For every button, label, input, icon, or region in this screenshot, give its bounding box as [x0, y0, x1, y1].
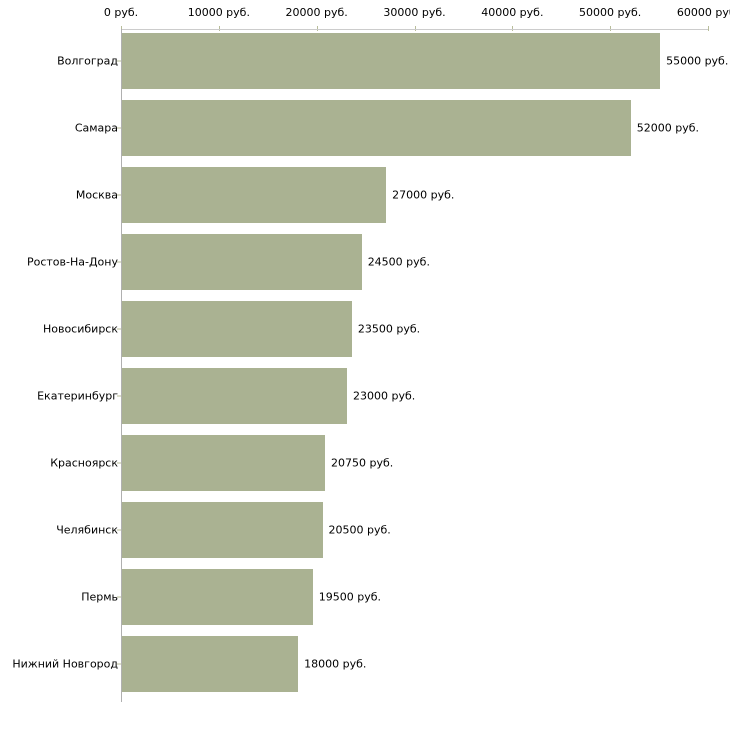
y-axis-tick-mark	[117, 261, 121, 263]
bar-category-label: Челябинск	[56, 523, 118, 537]
bar[interactable]	[122, 502, 323, 558]
bar[interactable]	[122, 301, 352, 357]
x-axis-tick-label: 0 руб.	[103, 6, 139, 19]
bar[interactable]	[122, 33, 661, 89]
bar-value-label: 52000 руб.	[636, 121, 699, 135]
x-axis-tick-label: 60000 руб.	[676, 6, 730, 19]
x-axis-tick-mark	[610, 26, 611, 31]
bar-category-label: Красноярск	[50, 456, 118, 470]
x-axis-tick-mark	[708, 26, 709, 31]
bar-row[interactable]: Москва 27000 руб.	[0, 167, 730, 223]
bar[interactable]	[122, 435, 325, 491]
bar-value-label: 23000 руб.	[353, 389, 416, 403]
bar-row[interactable]: Екатеринбург 23000 руб.	[0, 368, 730, 424]
x-axis-tick-mark	[121, 26, 122, 31]
bar-value-label: 20500 руб.	[328, 523, 391, 537]
bar-value-label: 19500 руб.	[318, 590, 382, 604]
x-axis-tick-label: 40000 руб.	[481, 6, 544, 19]
x-axis-tick-mark	[512, 26, 513, 31]
y-axis-tick-mark	[117, 596, 121, 598]
y-axis-tick-mark	[117, 127, 121, 129]
bar-category-label: Самара	[74, 121, 118, 135]
x-axis-tick-label: 20000 руб.	[285, 6, 348, 19]
bar-row[interactable]: Нижний Новгород 18000 руб.	[0, 636, 730, 692]
y-axis-tick-mark	[117, 395, 121, 397]
x-axis-tick-mark	[415, 26, 416, 31]
bar-category-label: Пермь	[81, 590, 118, 604]
bar-category-label: Москва	[75, 188, 118, 202]
bar-value-label: 23500 руб.	[357, 322, 421, 336]
x-axis-tick-label: 10000 руб.	[187, 6, 250, 19]
y-axis-tick-mark	[117, 529, 121, 531]
bar-category-label: Нижний Новгород	[12, 657, 118, 671]
bar[interactable]	[122, 234, 362, 290]
bar-value-label: 24500 руб.	[367, 255, 430, 269]
bar-category-label: Новосибирск	[42, 322, 118, 336]
y-axis-tick-mark	[117, 663, 121, 665]
bar-value-label: 20750 руб.	[331, 456, 394, 470]
bar[interactable]	[122, 100, 631, 156]
bar[interactable]	[122, 569, 313, 625]
y-axis-tick-mark	[117, 194, 121, 196]
x-axis: 0 руб. 10000 руб. 20000 руб. 30000 руб. 4000…	[0, 0, 730, 31]
bar-row[interactable]: Волгоград 55000 руб.	[0, 33, 730, 89]
bar-row[interactable]: Челябинск 20500 руб.	[0, 502, 730, 558]
bar-row[interactable]: Ростов-На-Дону 24500 руб.	[0, 234, 730, 290]
plot-top-border	[121, 29, 708, 30]
y-axis-tick-mark	[117, 462, 121, 464]
x-axis-tick-label: 30000 руб.	[383, 6, 446, 19]
y-axis-tick-mark	[117, 328, 121, 330]
bar-row[interactable]: Самара 52000 руб.	[0, 100, 730, 156]
x-axis-tick-mark	[317, 26, 318, 31]
bar-value-label: 18000 руб.	[304, 657, 367, 671]
bar-category-label: Волгоград	[57, 54, 118, 68]
y-axis-tick-mark	[117, 60, 121, 62]
bar-row[interactable]: Пермь 19500 руб.	[0, 569, 730, 625]
x-axis-tick-mark	[219, 26, 220, 31]
bar-value-label: 27000 руб.	[392, 188, 455, 202]
bar-row[interactable]: Красноярск 20750 руб.	[0, 435, 730, 491]
bar[interactable]	[122, 167, 387, 223]
bar-category-label: Ростов-На-Дону	[26, 255, 118, 269]
bar-value-label: 55000 руб.	[666, 54, 729, 68]
x-axis-tick-label: 50000 руб.	[579, 6, 642, 19]
bar-row[interactable]: Новосибирск 23500 руб.	[0, 301, 730, 357]
bar-category-label: Екатеринбург	[37, 389, 118, 403]
bar[interactable]	[122, 368, 348, 424]
bar[interactable]	[122, 636, 299, 692]
y-axis-line	[121, 29, 122, 702]
